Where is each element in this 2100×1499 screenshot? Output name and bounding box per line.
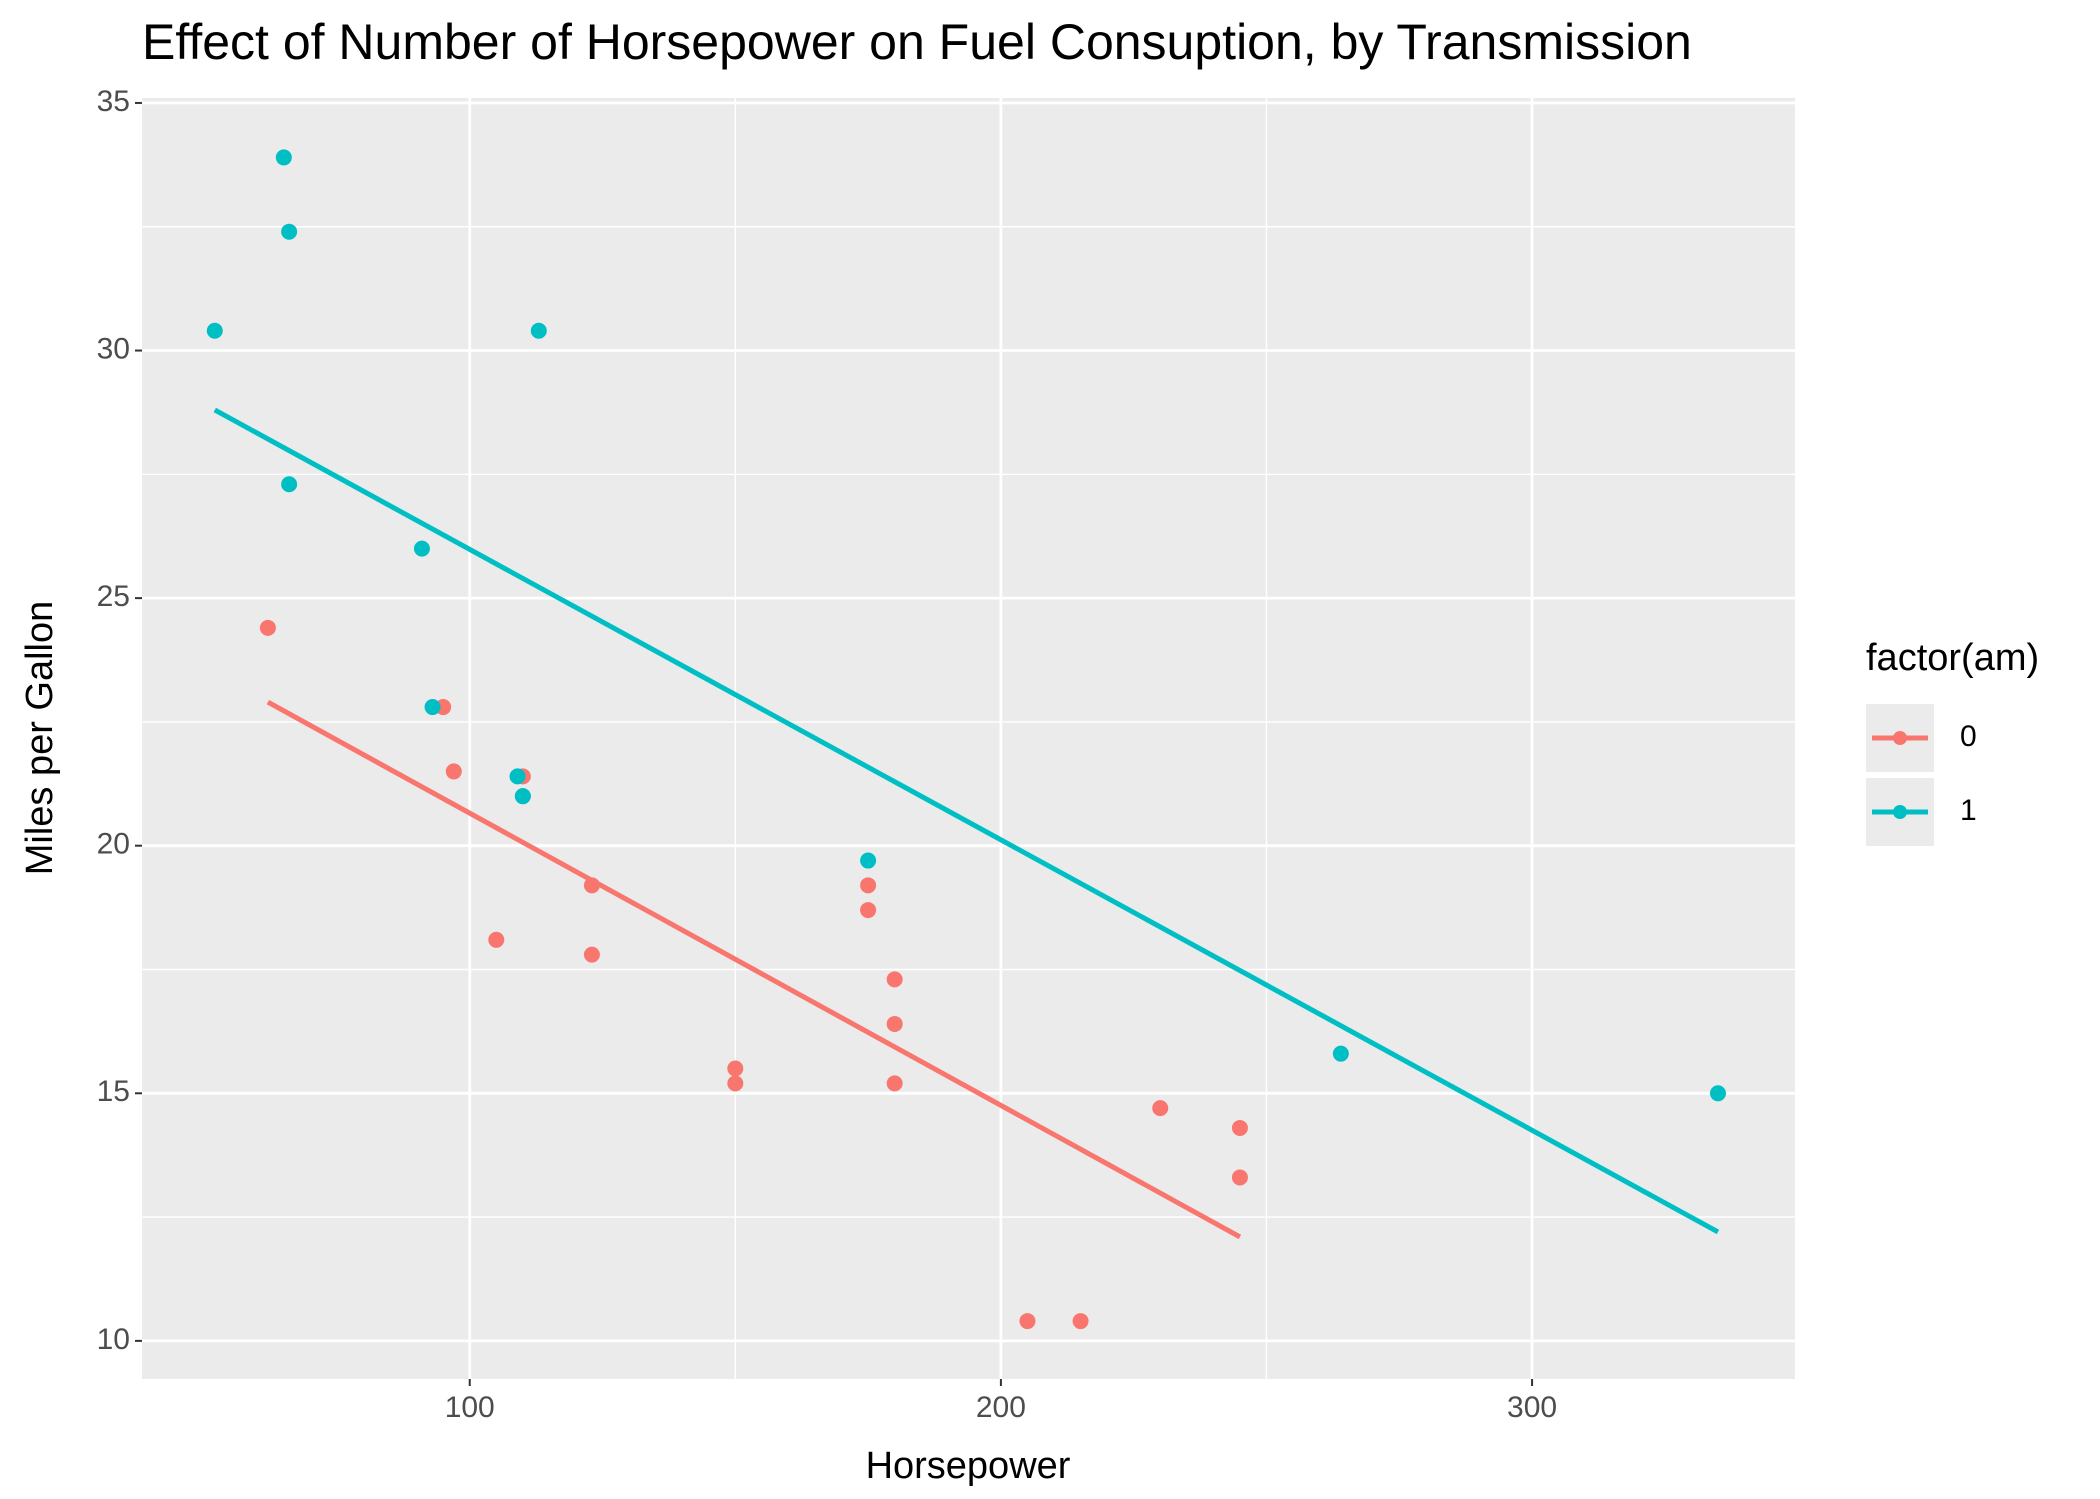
point <box>583 877 600 894</box>
point <box>530 322 547 339</box>
point <box>860 902 877 919</box>
point <box>514 788 531 805</box>
chart-title: Effect of Number of Horsepower on Fuel C… <box>142 14 1692 70</box>
legend-point <box>1893 731 1907 745</box>
y-tick-label: 20 <box>97 828 130 861</box>
x-axis-title: Horsepower <box>866 1445 1071 1487</box>
point <box>281 223 298 240</box>
y-tick-label: 35 <box>97 85 130 118</box>
point <box>206 322 223 339</box>
point <box>727 1075 744 1092</box>
y-axis-title: Miles per Gallon <box>19 601 61 876</box>
x-tick-label: 200 <box>976 1391 1026 1424</box>
point <box>445 763 462 780</box>
point <box>1709 1085 1726 1102</box>
point <box>259 619 276 636</box>
point <box>1152 1100 1169 1117</box>
point <box>860 877 877 894</box>
point <box>488 931 505 948</box>
point <box>413 540 430 557</box>
y-tick-label: 30 <box>97 332 130 365</box>
point <box>281 476 298 493</box>
y-tick-label: 10 <box>97 1323 130 1356</box>
fit-line <box>266 699 1242 1240</box>
point <box>424 699 441 716</box>
x-tick-label: 100 <box>445 1391 495 1424</box>
y-tick-label: 25 <box>97 580 130 613</box>
point <box>886 1015 903 1032</box>
y-tick-label: 15 <box>97 1075 130 1108</box>
point <box>886 1075 903 1092</box>
point <box>583 946 600 963</box>
legend-label: 1 <box>1960 794 1977 827</box>
legend-point <box>1893 805 1907 819</box>
point <box>1072 1313 1089 1330</box>
panel <box>142 98 1795 1379</box>
fit-line <box>213 407 1720 1235</box>
x-tick-label: 300 <box>1507 1391 1557 1424</box>
legend-label: 0 <box>1960 720 1977 753</box>
point <box>1231 1119 1248 1136</box>
point <box>1332 1045 1349 1062</box>
point <box>727 1060 744 1077</box>
legend-title: factor(am) <box>1866 637 2039 679</box>
point <box>1231 1169 1248 1186</box>
point <box>275 149 292 166</box>
point <box>886 971 903 988</box>
point <box>509 768 526 785</box>
point <box>860 852 877 869</box>
point <box>1019 1313 1036 1330</box>
